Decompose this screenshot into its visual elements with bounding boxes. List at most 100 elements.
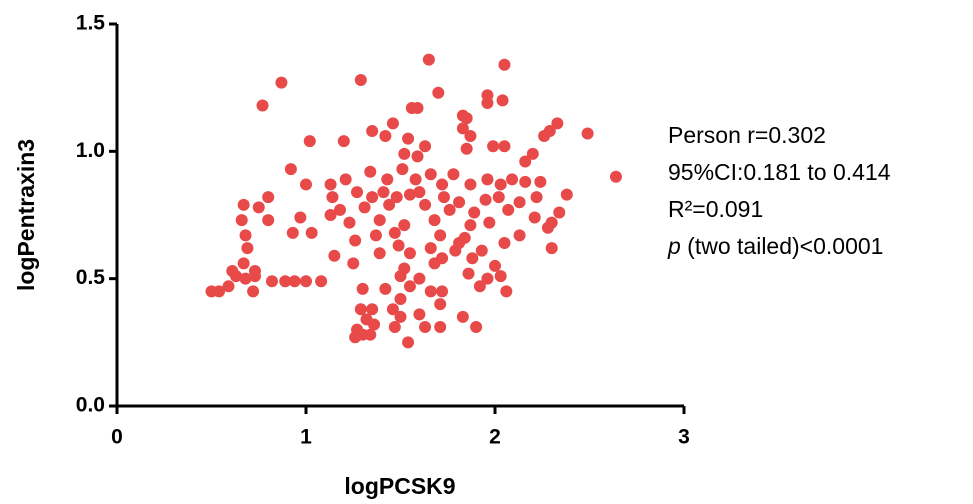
point [545, 242, 558, 255]
point [460, 112, 473, 125]
point [388, 226, 401, 239]
point [337, 135, 350, 148]
point [560, 188, 573, 201]
point [366, 124, 379, 137]
point [256, 99, 269, 112]
annotation: Person r=0.302 [668, 122, 826, 148]
point [324, 209, 337, 221]
point [419, 140, 432, 153]
y-axis-label: logPentraxin3 [13, 139, 39, 291]
point [411, 102, 424, 115]
point [494, 178, 507, 191]
point [466, 252, 479, 265]
point [551, 117, 564, 130]
point [262, 191, 275, 204]
point [383, 198, 396, 211]
point [428, 257, 441, 270]
point [513, 229, 526, 242]
point [498, 58, 511, 71]
point [500, 285, 513, 298]
point [513, 196, 526, 209]
p-symbol: p [667, 233, 681, 259]
point [413, 308, 426, 321]
x-tick-label: 3 [678, 426, 690, 449]
point [315, 275, 328, 288]
point [464, 130, 477, 143]
point [288, 275, 301, 288]
point [354, 74, 367, 87]
point [339, 173, 352, 186]
y-tick-label: 1.5 [76, 12, 106, 35]
point [464, 219, 477, 232]
point [239, 272, 252, 285]
point [247, 285, 260, 298]
point [492, 191, 505, 204]
point [449, 244, 462, 257]
y-tick-label: 1.0 [76, 139, 105, 162]
point [235, 214, 248, 227]
point [222, 280, 235, 293]
point [506, 173, 519, 186]
point [528, 211, 541, 224]
point [398, 147, 411, 160]
point [428, 214, 441, 227]
point [434, 298, 447, 311]
point [403, 247, 416, 260]
point [496, 94, 509, 107]
point [498, 237, 511, 250]
point [479, 193, 492, 206]
point [390, 191, 403, 204]
point [456, 310, 469, 323]
point [386, 117, 399, 130]
point [392, 239, 405, 252]
point [424, 285, 437, 298]
y-tick-label: 0.5 [76, 266, 106, 289]
point [373, 214, 386, 227]
point [534, 175, 547, 188]
point [379, 130, 392, 143]
point [349, 234, 362, 247]
point [237, 257, 250, 270]
point [519, 155, 532, 168]
point [487, 140, 500, 153]
point [481, 96, 494, 109]
point [349, 331, 362, 344]
point [538, 130, 551, 143]
point [381, 173, 394, 186]
point [241, 242, 254, 255]
x-tick-label: 0 [111, 426, 123, 449]
point [464, 178, 477, 191]
point [462, 267, 475, 280]
point [453, 196, 466, 209]
point [526, 147, 539, 160]
point [373, 247, 386, 260]
point [437, 191, 450, 204]
point [265, 275, 278, 288]
point [262, 214, 275, 227]
point [366, 303, 379, 316]
point [402, 336, 415, 349]
point [398, 219, 411, 232]
point [396, 163, 409, 176]
point [481, 173, 494, 186]
x-tick-label: 2 [489, 426, 501, 449]
point [364, 165, 377, 178]
point [470, 321, 483, 334]
point [294, 211, 307, 224]
point [434, 229, 447, 242]
point [519, 175, 532, 188]
point [483, 216, 496, 229]
point [498, 140, 511, 153]
point [409, 173, 422, 186]
point [324, 178, 337, 191]
point [358, 201, 371, 214]
point [326, 191, 339, 204]
x-axis-label: logPCSK9 [344, 473, 455, 499]
point [581, 127, 594, 140]
point [447, 168, 460, 181]
point [422, 53, 435, 66]
point [413, 272, 426, 285]
point [347, 257, 360, 270]
